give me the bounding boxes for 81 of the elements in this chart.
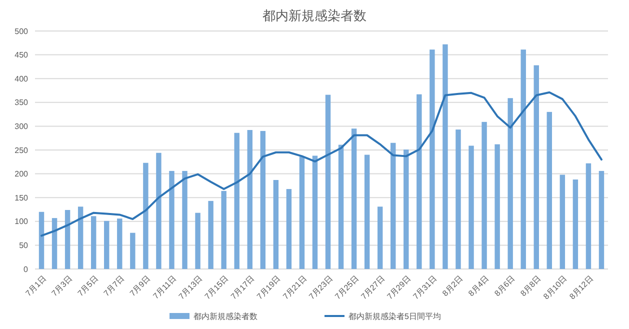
bar xyxy=(378,206,383,269)
x-tick-label: 8月2日 xyxy=(440,274,465,298)
bar xyxy=(508,98,513,269)
bar xyxy=(130,232,136,269)
y-tick-label: 150 xyxy=(14,193,29,202)
bar xyxy=(104,220,110,269)
bar xyxy=(286,189,292,269)
x-tick-label: 7月17日 xyxy=(229,274,256,302)
bar xyxy=(78,206,84,269)
x-tick-label: 7月5日 xyxy=(76,274,100,298)
bar xyxy=(456,130,461,269)
bar xyxy=(520,50,526,269)
bar xyxy=(247,130,252,269)
bar xyxy=(430,50,435,269)
x-tick-label: 7月31日 xyxy=(411,274,439,302)
y-tick-label: 200 xyxy=(14,170,29,179)
bar xyxy=(404,150,409,269)
bar xyxy=(182,170,188,269)
bar xyxy=(195,212,200,269)
x-tick-label: 7月25日 xyxy=(333,274,360,302)
x-tick-label: 7月13日 xyxy=(177,274,204,302)
x-tick-label: 7月27日 xyxy=(359,274,386,302)
x-tick-label: 7月3日 xyxy=(50,274,74,298)
y-tick-label: 100 xyxy=(14,217,29,226)
y-tick-label: 500 xyxy=(14,26,29,36)
x-tick-label: 7月1日 xyxy=(24,274,48,298)
x-tick-label: 8月12日 xyxy=(568,274,595,302)
bar xyxy=(299,156,305,269)
bar xyxy=(572,180,578,269)
y-tick-label: 300 xyxy=(14,122,29,131)
bar xyxy=(169,170,174,269)
bar xyxy=(91,216,96,269)
bar xyxy=(560,174,566,269)
x-tick-label: 8月8日 xyxy=(518,274,543,298)
y-tick-label: 350 xyxy=(14,98,29,108)
bar xyxy=(586,163,592,269)
bar xyxy=(312,156,318,269)
legend-label: 都内新規感染者数 xyxy=(194,312,258,321)
bar xyxy=(221,190,226,269)
x-tick-label: 8月6日 xyxy=(492,274,517,298)
x-tick-label: 7月9日 xyxy=(128,274,152,298)
bar xyxy=(351,128,357,269)
bar xyxy=(208,200,214,269)
bar xyxy=(534,65,539,269)
x-tick-label: 7月7日 xyxy=(102,274,126,298)
bar xyxy=(156,152,162,269)
x-tick-label: 7月19日 xyxy=(255,274,282,302)
y-tick-label: 50 xyxy=(19,241,29,250)
x-tick-label: 7月29日 xyxy=(385,274,413,302)
x-tick-label: 8月10日 xyxy=(542,274,569,302)
chart-title: 都内新規感染者数 xyxy=(262,8,366,23)
bar xyxy=(52,218,58,269)
bar xyxy=(64,210,70,269)
bar xyxy=(234,132,240,269)
bar xyxy=(364,154,370,269)
y-tick-label: 400 xyxy=(14,74,29,84)
line-series xyxy=(40,91,602,237)
y-tick-label: 450 xyxy=(14,50,29,60)
bar xyxy=(38,212,44,269)
y-tick-label: 0 xyxy=(24,264,29,274)
bar xyxy=(117,218,122,269)
bar xyxy=(482,122,487,269)
bar xyxy=(260,130,266,269)
bar xyxy=(273,180,279,269)
x-tick-label: 7月15日 xyxy=(203,274,230,302)
bar xyxy=(325,94,331,269)
bar xyxy=(416,94,422,269)
bar xyxy=(598,170,604,269)
x-tick-label: 8月4日 xyxy=(466,274,491,298)
legend-label: 都内新規感染者5日間平均 xyxy=(348,312,441,321)
bar xyxy=(442,44,448,269)
bar xyxy=(468,146,474,269)
bar xyxy=(494,144,500,269)
bar xyxy=(390,142,396,269)
x-tick-label: 7月11日 xyxy=(151,274,178,301)
x-tick-label: 7月21日 xyxy=(281,274,308,302)
bar xyxy=(143,162,148,269)
x-tick-label: 7月23日 xyxy=(307,274,334,302)
bar xyxy=(338,144,344,269)
y-tick-label: 250 xyxy=(14,146,29,155)
bar xyxy=(546,112,552,269)
